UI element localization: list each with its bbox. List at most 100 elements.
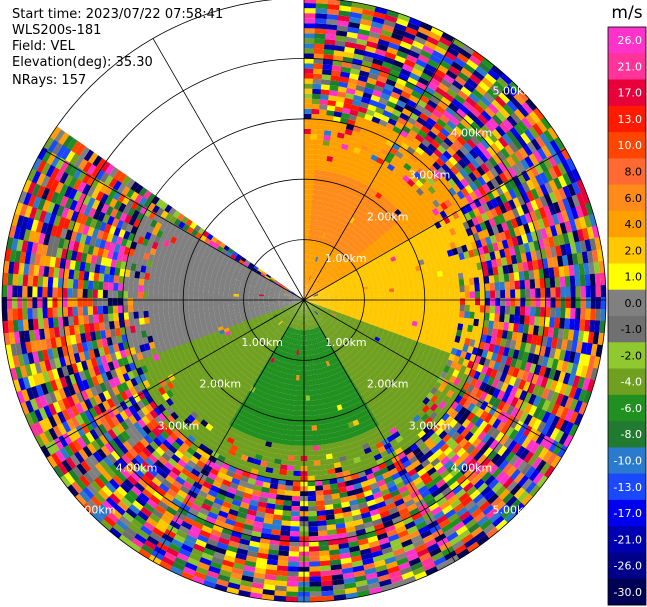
velocity-gate [505,289,511,299]
velocity-gate [308,234,312,241]
velocity-gate [317,210,323,217]
velocity-gate [554,317,561,329]
velocity-gate [323,273,329,279]
velocity-gate [424,103,436,114]
velocity-gate [454,162,464,173]
velocity-gate [484,106,496,119]
velocity-gate [341,236,347,242]
velocity-gate [443,123,454,134]
velocity-gate [383,56,396,65]
velocity-gate [324,196,330,203]
velocity-gate [457,159,468,169]
velocity-gate [308,184,314,190]
velocity-gate [319,263,323,269]
velocity-gate [306,425,312,431]
velocity-gate [349,265,355,271]
velocity-gate [449,42,463,54]
velocity-gate [433,148,444,159]
velocity-gate [406,178,416,188]
velocity-gate [504,314,510,324]
velocity-gate [421,90,433,100]
velocity-gate [451,98,463,109]
velocity-gate [530,138,542,152]
velocity-gate [275,494,285,501]
velocity-gate [281,515,291,522]
velocity-gate [311,289,316,294]
velocity-gate [325,267,330,273]
velocity-gate [569,275,576,288]
velocity-gate [360,160,369,169]
velocity-gate [305,390,310,396]
velocity-gate [349,248,355,255]
velocity-gate [327,234,332,240]
velocity-gate [443,137,454,148]
velocity-gate [358,251,365,258]
velocity-gate [295,430,302,436]
velocity-gate [306,291,310,296]
velocity-gate [449,310,455,317]
velocity-gate [313,272,317,278]
velocity-gate [322,259,327,266]
velocity-gate [384,51,397,60]
velocity-gate [469,305,476,313]
velocity-gate [449,143,460,154]
velocity-gate [453,279,460,287]
velocity-gate [304,340,307,346]
velocity-gate [316,215,322,222]
velocity-gate [367,36,380,44]
velocity-gate [322,206,327,213]
velocity-gate [305,280,308,286]
velocity-gate [317,246,322,253]
velocity-gate [310,265,313,271]
velocity-gate [360,206,367,213]
velocity-gate [321,259,325,265]
velocity-gate [320,84,331,91]
velocity-gate [305,385,310,391]
velocity-gate [316,287,321,292]
velocity-gate [415,81,428,91]
velocity-gate [381,232,389,240]
velocity-gate [451,175,461,185]
velocity-gate [580,308,586,321]
velocity-gate [389,291,395,296]
velocity-gate [424,293,430,300]
velocity-gate [316,280,321,285]
velocity-gate [293,465,301,472]
velocity-gate [365,108,376,117]
velocity-gate [432,161,442,171]
velocity-gate [466,59,479,71]
velocity-gate [321,150,329,156]
velocity-gate [320,89,330,96]
velocity-gate [380,239,387,246]
velocity-gate [434,68,447,79]
velocity-gate [305,259,308,265]
velocity-gate [305,365,309,371]
velocity-gate [312,225,317,231]
velocity-gate [305,274,308,280]
velocity-gate [355,221,362,228]
velocity-gate [389,295,395,300]
velocity-gate [336,264,342,270]
velocity-gate [484,135,495,147]
velocity-gate [520,297,526,308]
velocity-gate [322,69,333,76]
velocity-gate [359,149,368,157]
velocity-gate [470,135,481,146]
velocity-gate [464,291,471,299]
velocity-gate [318,550,330,557]
velocity-gate [311,271,314,277]
velocity-gate [332,268,338,274]
velocity-gate [510,297,516,307]
velocity-gate [375,232,382,240]
velocity-gate [585,297,591,310]
velocity-gate [314,409,321,416]
velocity-gate [453,139,464,150]
velocity-gate [395,162,404,172]
velocity-gate [431,108,443,119]
velocity-gate [373,210,381,217]
velocity-gate [351,250,357,257]
velocity-gate [472,69,486,82]
velocity-gate [338,240,344,247]
velocity-gate [434,104,446,115]
velocity-gate [473,103,485,115]
